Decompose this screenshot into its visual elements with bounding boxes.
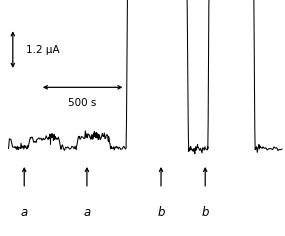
Text: b: b xyxy=(201,206,209,219)
Text: 500 s: 500 s xyxy=(68,98,97,108)
Text: a: a xyxy=(83,206,91,219)
Text: 1.2 μA: 1.2 μA xyxy=(26,45,59,55)
Text: a: a xyxy=(21,206,28,219)
Text: b: b xyxy=(157,206,165,219)
